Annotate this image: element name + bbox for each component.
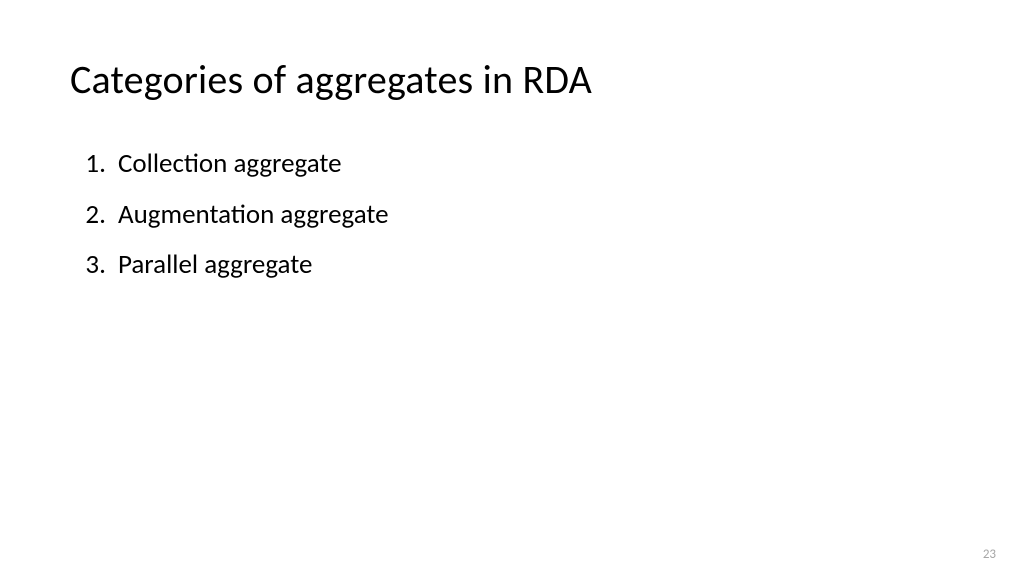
list-item: Collection aggregate <box>112 140 389 189</box>
ordered-list: Collection aggregate Augmentation aggreg… <box>70 140 389 290</box>
page-number: 23 <box>983 547 996 562</box>
slide-title: Categories of aggregates in RDA <box>70 55 592 104</box>
slide: Categories of aggregates in RDA Collecti… <box>0 0 1024 576</box>
slide-body: Collection aggregate Augmentation aggreg… <box>70 140 389 292</box>
list-item: Parallel aggregate <box>112 241 389 290</box>
list-item: Augmentation aggregate <box>112 191 389 240</box>
